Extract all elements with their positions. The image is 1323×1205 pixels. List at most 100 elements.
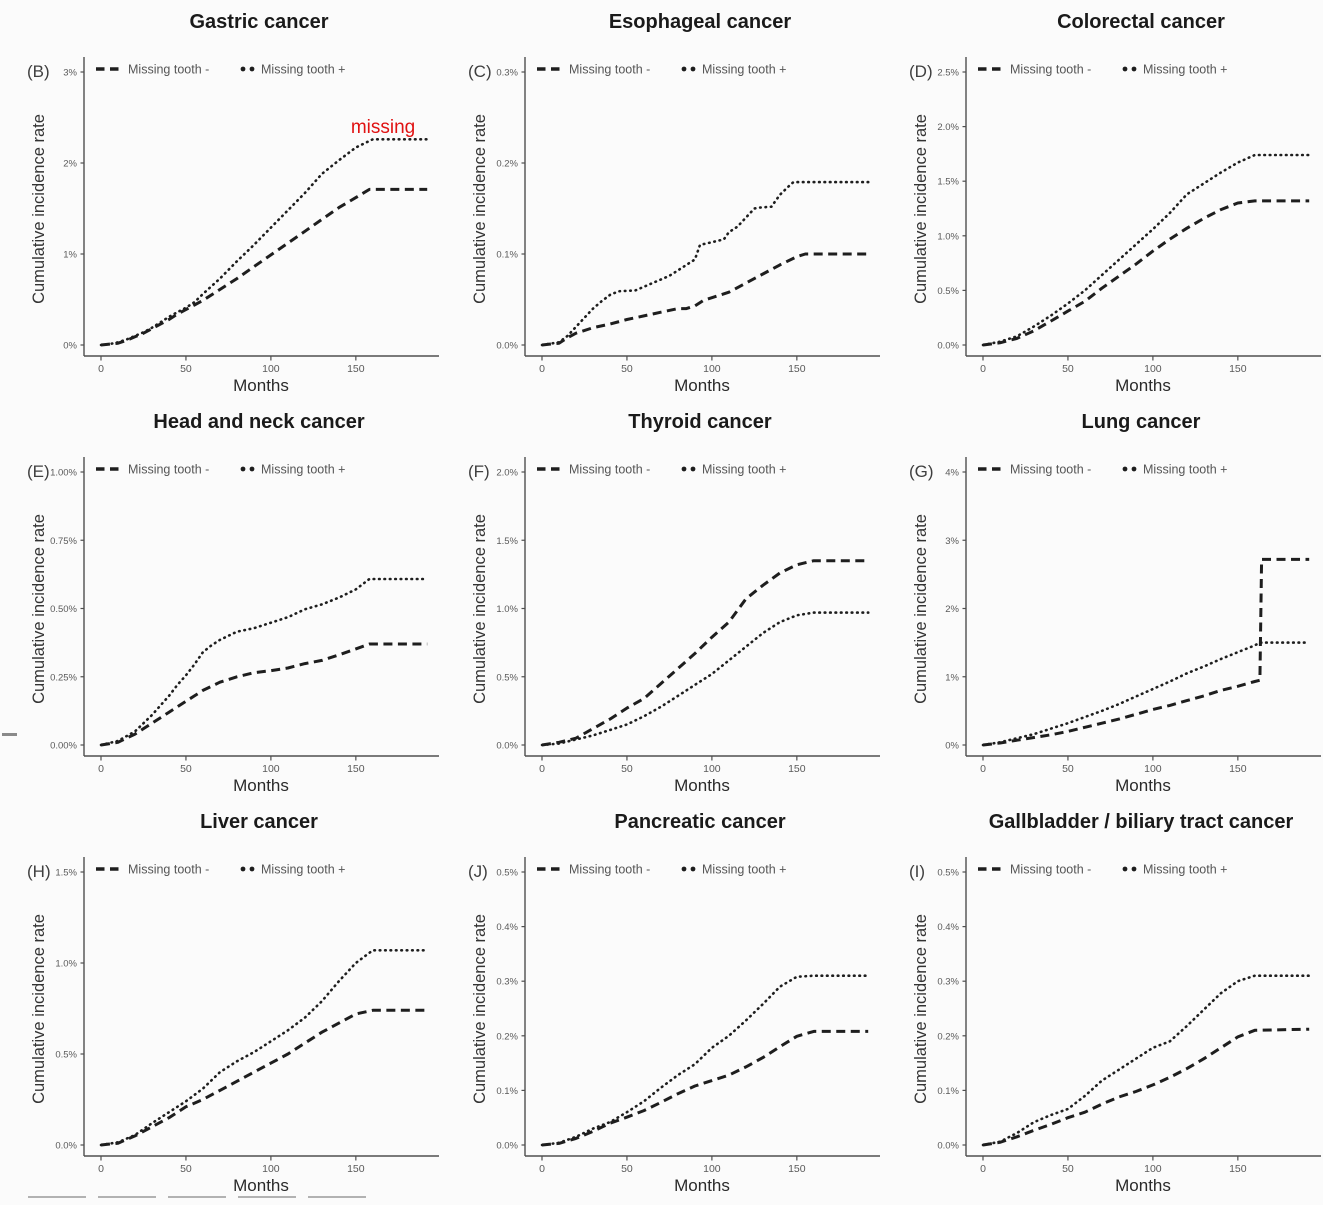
x-tick-label: 100 <box>1144 763 1162 775</box>
y-axis-title: Cumulative incidence rate <box>912 114 930 304</box>
x-tick-label: 50 <box>180 363 192 375</box>
legend-label-missing-tooth-neg: Missing tooth - <box>569 863 650 877</box>
panel-gastric-cancer: Gastric cancer (B) Cumulative incidence ra… <box>0 0 441 400</box>
legend-dot-sample <box>1131 466 1137 472</box>
panel-esophageal-cancer: Esophageal cancer (C) Cumulative incidence… <box>441 0 882 400</box>
x-axis-title: Months <box>233 776 289 795</box>
y-tick-label: 4% <box>945 468 959 479</box>
legend-label-missing-tooth-pos: Missing tooth + <box>261 863 345 877</box>
y-tick-label: 0.1% <box>937 1086 959 1097</box>
y-tick-label: 0.5% <box>937 868 959 879</box>
series-line-missing-tooth-pos <box>99 577 429 747</box>
series-line-missing-tooth-neg <box>982 557 1310 747</box>
y-tick-label: 0% <box>63 341 77 352</box>
x-tick-label: 0 <box>539 363 545 375</box>
y-axis-title: Cumulative incidence rate <box>912 914 930 1104</box>
x-tick-label: 150 <box>347 363 365 375</box>
chart-svg: Thyroid cancer (F) Cumulative incidence ra… <box>468 411 880 795</box>
panel-letter: (H) <box>27 862 51 881</box>
y-tick-label: 3% <box>945 536 959 547</box>
series-line-missing-tooth-neg <box>982 199 1310 347</box>
x-tick-label: 150 <box>1229 363 1247 375</box>
y-axis-title: Cumulative incidence rate <box>471 114 489 304</box>
y-tick-label: 0.4% <box>496 922 518 933</box>
x-axis-title: Months <box>233 1176 289 1195</box>
panel-letter: (F) <box>468 462 490 481</box>
series-line-missing-tooth-pos <box>99 138 429 347</box>
y-tick-label: 3% <box>63 68 77 79</box>
y-tick-label: 0.1% <box>496 1086 518 1097</box>
series-line-missing-tooth-neg <box>100 187 428 347</box>
series-line-missing-tooth-neg <box>100 642 428 747</box>
y-tick-label: 0.75% <box>50 536 77 547</box>
chart-title: Lung cancer <box>1082 411 1201 433</box>
legend-label-missing-tooth-neg: Missing tooth - <box>128 463 209 477</box>
panel-letter: (E) <box>27 462 50 481</box>
x-axis-title: Months <box>674 1176 730 1195</box>
legend-dot-sample <box>1122 466 1128 472</box>
legend-dot-sample <box>681 866 687 872</box>
x-tick-label: 50 <box>180 763 192 775</box>
panel-gallbladder-biliary-tract-cancer: Gallbladder / biliary tract cancer (I) Cum… <box>882 800 1323 1205</box>
legend-label-missing-tooth-neg: Missing tooth - <box>569 63 650 77</box>
y-tick-label: 1.00% <box>50 468 77 479</box>
series-line-missing-tooth-pos <box>540 180 870 347</box>
y-tick-label: 1.0% <box>937 231 959 242</box>
y-tick-label: 0.3% <box>937 977 959 988</box>
x-axis-title: Months <box>1115 776 1171 795</box>
series-line-missing-tooth-neg <box>982 1027 1310 1147</box>
x-tick-label: 150 <box>347 1163 365 1175</box>
chart-title: Colorectal cancer <box>1057 11 1225 33</box>
chart-title: Head and neck cancer <box>153 411 364 433</box>
legend-dot-sample <box>240 466 246 472</box>
y-tick-label: 1.0% <box>55 959 77 970</box>
legend-label-missing-tooth-neg: Missing tooth - <box>1010 463 1091 477</box>
y-axis-title: Cumulative incidence rate <box>912 514 930 704</box>
x-tick-label: 100 <box>703 763 721 775</box>
series-line-missing-tooth-neg <box>541 1029 869 1147</box>
panel-colorectal-cancer: Colorectal cancer (D) Cumulative incidence… <box>882 0 1323 400</box>
y-tick-label: 1.5% <box>496 536 518 547</box>
y-tick-label: 0.0% <box>55 1141 77 1152</box>
legend-dot-sample <box>240 66 246 72</box>
panel-letter: (B) <box>27 62 50 81</box>
legend-dot-sample <box>690 866 696 872</box>
x-tick-label: 0 <box>980 763 986 775</box>
cutoff-caption-top <box>28 1196 368 1198</box>
legend-label-missing-tooth-pos: Missing tooth + <box>1143 63 1227 77</box>
x-tick-label: 150 <box>788 1163 806 1175</box>
y-tick-label: 0.0% <box>496 1141 518 1152</box>
y-tick-label: 2.5% <box>937 68 959 79</box>
x-axis-title: Months <box>1115 376 1171 395</box>
y-tick-label: 0.1% <box>496 250 518 261</box>
x-tick-label: 0 <box>98 363 104 375</box>
chart-svg: Liver cancer (H) Cumulative incidence rate… <box>27 811 439 1195</box>
y-tick-label: 0.2% <box>937 1031 959 1042</box>
x-tick-label: 50 <box>180 1163 192 1175</box>
y-axis-title: Cumulative incidence rate <box>471 914 489 1104</box>
annotation-missing: missing <box>351 117 415 138</box>
y-axis-title: Cumulative incidence rate <box>471 514 489 704</box>
legend-label-missing-tooth-neg: Missing tooth - <box>128 63 209 77</box>
x-tick-label: 100 <box>262 763 280 775</box>
legend-dot-sample <box>681 466 687 472</box>
series-line-missing-tooth-neg <box>541 252 869 347</box>
panel-thyroid-cancer: Thyroid cancer (F) Cumulative incidence ra… <box>441 400 882 800</box>
legend-dot-sample <box>240 866 246 872</box>
y-tick-label: 0.2% <box>496 1031 518 1042</box>
panel-lung-cancer: Lung cancer (G) Cumulative incidence rate 0… <box>882 400 1323 800</box>
chart-title: Pancreatic cancer <box>614 811 785 833</box>
x-tick-label: 100 <box>1144 363 1162 375</box>
panel-letter: (G) <box>909 462 934 481</box>
x-tick-label: 0 <box>98 763 104 775</box>
y-tick-label: 0.3% <box>496 68 518 79</box>
x-tick-label: 50 <box>1062 363 1074 375</box>
panel-pancreatic-cancer: Pancreatic cancer (J) Cumulative incidence… <box>441 800 882 1205</box>
y-tick-label: 2% <box>63 159 77 170</box>
chart-svg: Esophageal cancer (C) Cumulative incidence… <box>468 11 880 395</box>
chart-svg: Gallbladder / biliary tract cancer (I) Cum… <box>909 811 1321 1195</box>
chart-title: Thyroid cancer <box>628 411 772 433</box>
panel-letter: (I) <box>909 862 925 881</box>
x-tick-label: 50 <box>1062 763 1074 775</box>
